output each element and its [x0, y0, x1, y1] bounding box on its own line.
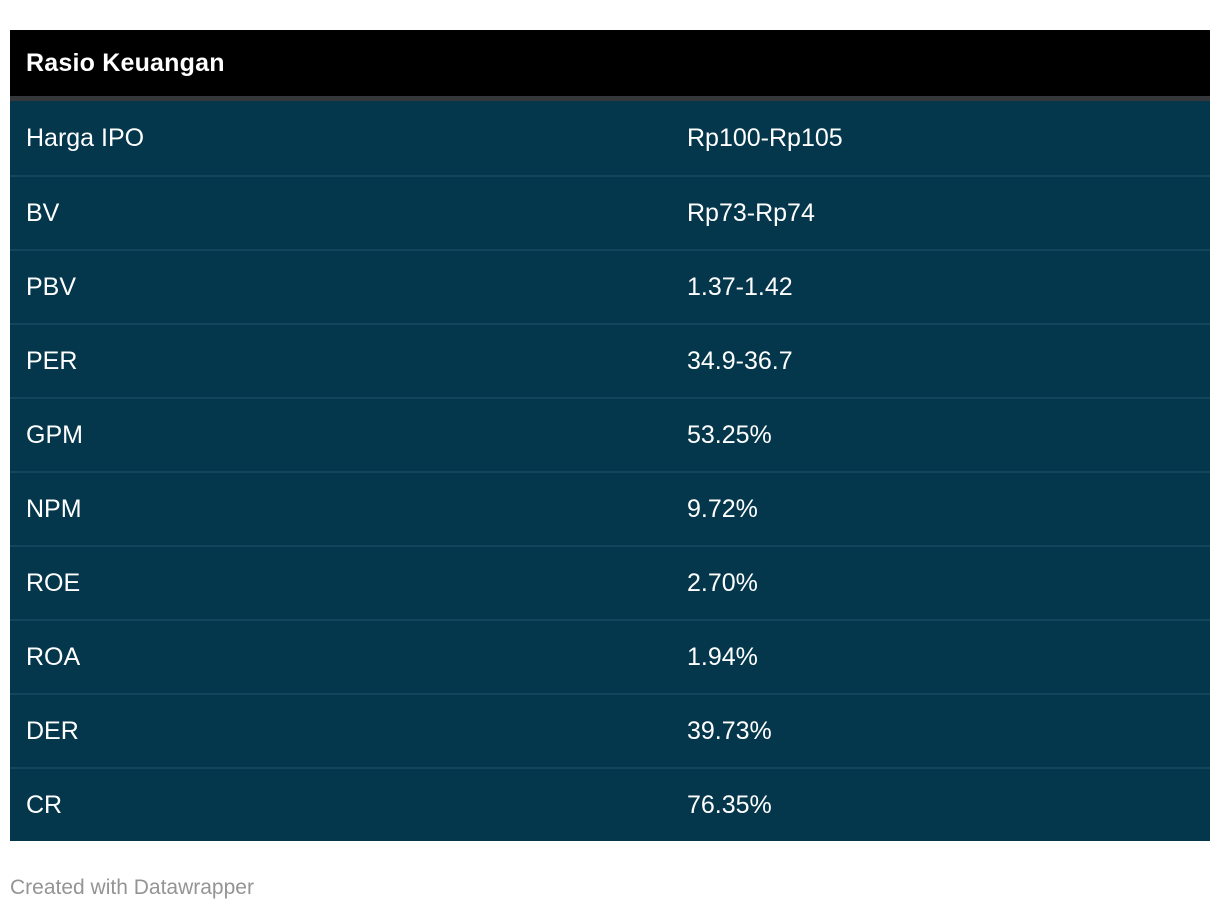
table-title: Rasio Keuangan	[26, 48, 225, 77]
table-header: Rasio Keuangan	[10, 30, 1210, 96]
table-row: BV Rp73-Rp74	[10, 175, 1210, 249]
table-row: DER 39.73%	[10, 693, 1210, 767]
table-row: PBV 1.37-1.42	[10, 249, 1210, 323]
row-label: Harga IPO	[26, 123, 145, 152]
row-label: PBV	[26, 272, 77, 301]
row-value: 9.72%	[687, 494, 758, 523]
row-value: 53.25%	[687, 420, 772, 449]
row-value: Rp73-Rp74	[687, 198, 815, 227]
row-label: ROA	[26, 642, 81, 671]
row-label: ROE	[26, 568, 81, 597]
row-label: CR	[26, 790, 63, 819]
financial-ratio-table: Rasio Keuangan Harga IPO Rp100-Rp105 BV Rp7…	[10, 30, 1210, 841]
row-value: 1.37-1.42	[687, 272, 793, 301]
row-value: 39.73%	[687, 716, 772, 745]
table-row: PER 34.9-36.7	[10, 323, 1210, 397]
table-row: GPM 53.25%	[10, 397, 1210, 471]
row-label: DER	[26, 716, 79, 745]
table-row: ROA 1.94%	[10, 619, 1210, 693]
row-value: 34.9-36.7	[687, 346, 793, 375]
row-value: 1.94%	[687, 642, 758, 671]
table-body: Harga IPO Rp100-Rp105 BV Rp73-Rp74 PBV 1.37-1…	[10, 101, 1210, 841]
row-label: GPM	[26, 420, 83, 449]
table-row: ROE 2.70%	[10, 545, 1210, 619]
table-row: CR 76.35%	[10, 767, 1210, 841]
table-row: Harga IPO Rp100-Rp105	[10, 101, 1210, 175]
row-value: Rp100-Rp105	[687, 123, 843, 152]
table-row: NPM 9.72%	[10, 471, 1210, 545]
header-divider	[10, 96, 1210, 101]
row-label: NPM	[26, 494, 82, 523]
datawrapper-credit-link[interactable]: Created with Datawrapper	[10, 876, 254, 899]
row-value: 76.35%	[687, 790, 772, 819]
row-value: 2.70%	[687, 568, 758, 597]
row-label: PER	[26, 346, 78, 375]
row-label: BV	[26, 198, 60, 227]
